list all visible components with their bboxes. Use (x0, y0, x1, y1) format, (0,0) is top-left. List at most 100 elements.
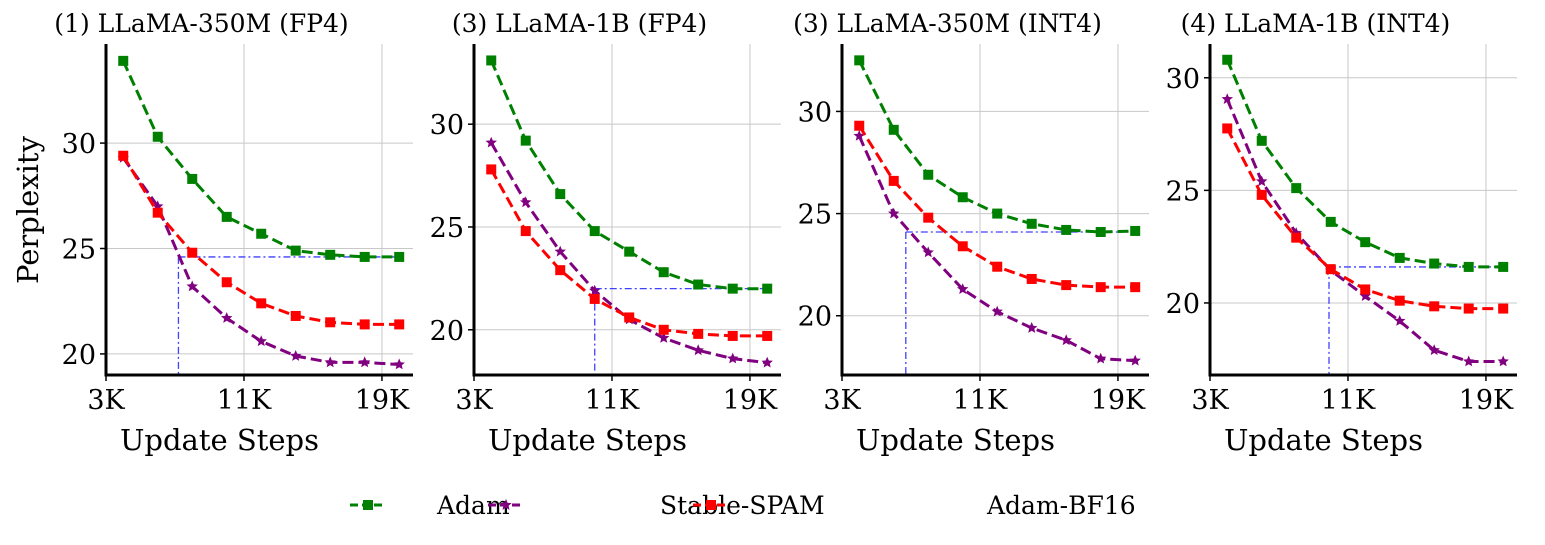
data-point (1325, 264, 1336, 275)
data-point (1026, 273, 1037, 284)
data-point (1360, 284, 1371, 295)
x-tick-label: 19K (1091, 385, 1146, 416)
data-point (1394, 295, 1405, 306)
data-point (727, 352, 739, 364)
data-point (1497, 355, 1509, 367)
data-point (692, 344, 704, 356)
data-point (957, 192, 968, 203)
data-point (1095, 352, 1107, 364)
series-line (121, 154, 400, 326)
data-point (359, 319, 370, 330)
series-adam-bf16 (486, 164, 773, 341)
data-point (1429, 301, 1440, 312)
series-line (1225, 59, 1504, 269)
data-point (853, 129, 865, 141)
y-tick-label: 25 (62, 235, 96, 266)
data-point (1256, 135, 1267, 146)
data-point (923, 169, 934, 180)
y-tick-label: 30 (430, 110, 464, 141)
data-point (325, 249, 336, 260)
data-point (187, 247, 198, 258)
panel-title: (3) LLaMA-1B (FP4) (452, 9, 707, 38)
panel-title: (4) LLaMA-1B (INT4) (1181, 9, 1451, 38)
y-tick-label: 30 (62, 129, 96, 160)
data-point (186, 280, 198, 292)
y-tick-label: 20 (798, 302, 832, 333)
x-tick-label: 3K (1191, 385, 1229, 416)
panel-3: 3K 11K 19K 20 25 30 (3) LLaMA-350M (INT4) Updat… (793, 9, 1149, 457)
data-point (118, 55, 129, 66)
x-tick-label: 11K (217, 385, 272, 416)
data-point (520, 226, 531, 237)
series-adam (1222, 54, 1509, 272)
data-point (693, 279, 704, 290)
data-point (1095, 282, 1106, 293)
series-adam-bf16 (1222, 123, 1509, 314)
data-point (555, 265, 566, 276)
data-point (1359, 290, 1371, 301)
y-tick-label: 25 (1166, 176, 1200, 207)
x-tick-label: 19K (723, 385, 778, 416)
data-point (991, 305, 1003, 317)
data-point (762, 283, 773, 294)
data-point (221, 211, 232, 222)
series-adam (854, 55, 1141, 237)
series-line (121, 60, 400, 259)
series-stable-spam (1221, 93, 1509, 367)
data-point (1463, 355, 1475, 367)
data-point (187, 173, 198, 184)
data-point (1360, 237, 1371, 248)
legend-label: Adam (436, 491, 510, 520)
legend-marker (363, 500, 373, 510)
data-point (118, 150, 129, 161)
data-point (394, 251, 405, 262)
data-point (1130, 282, 1141, 293)
data-point (693, 328, 704, 339)
data-point (1498, 261, 1509, 272)
series-adam (118, 55, 405, 262)
y-tick-label: 30 (798, 97, 832, 128)
data-point (1498, 303, 1509, 314)
x-tick-label: 3K (87, 385, 125, 416)
data-point (854, 120, 865, 131)
data-point (520, 196, 532, 208)
data-point (624, 246, 635, 257)
data-point (221, 277, 232, 288)
y-tick-label: 25 (798, 200, 832, 231)
data-point (957, 241, 968, 252)
data-point (589, 293, 600, 304)
data-point (486, 164, 497, 175)
data-point (658, 332, 670, 343)
data-point (923, 212, 934, 223)
data-point (727, 330, 738, 341)
x-tick-label: 19K (1459, 385, 1514, 416)
data-point (888, 124, 899, 135)
data-point (1325, 216, 1336, 227)
series-stable-spam (853, 129, 1141, 366)
data-point (256, 298, 267, 309)
x-tick-label: 11K (585, 385, 640, 416)
data-point (922, 246, 934, 258)
y-tick-label: 20 (62, 340, 96, 371)
data-point (1429, 258, 1440, 269)
data-point (1221, 93, 1233, 104)
data-point (1026, 322, 1038, 333)
panel-title: (3) LLaMA-350M (INT4) (793, 9, 1102, 38)
y-tick-label: 20 (1166, 289, 1200, 320)
data-point (1095, 226, 1106, 237)
data-point (1256, 189, 1267, 200)
data-point (1222, 54, 1233, 65)
data-point (761, 356, 773, 368)
data-point (1291, 232, 1302, 243)
panel-title: (1) LLaMA-350M (FP4) (54, 9, 348, 38)
data-point (1222, 123, 1233, 134)
data-point (1428, 344, 1440, 356)
data-point (589, 284, 601, 296)
panel-2: 3K 11K 19K 20 25 30 (3) LLaMA-1B (FP4) Update S… (430, 9, 781, 457)
y-tick-label: 30 (1166, 64, 1200, 95)
x-tick-label: 3K (823, 385, 861, 416)
data-point (1256, 175, 1268, 187)
series-line (857, 135, 1136, 363)
data-point (1130, 225, 1141, 236)
